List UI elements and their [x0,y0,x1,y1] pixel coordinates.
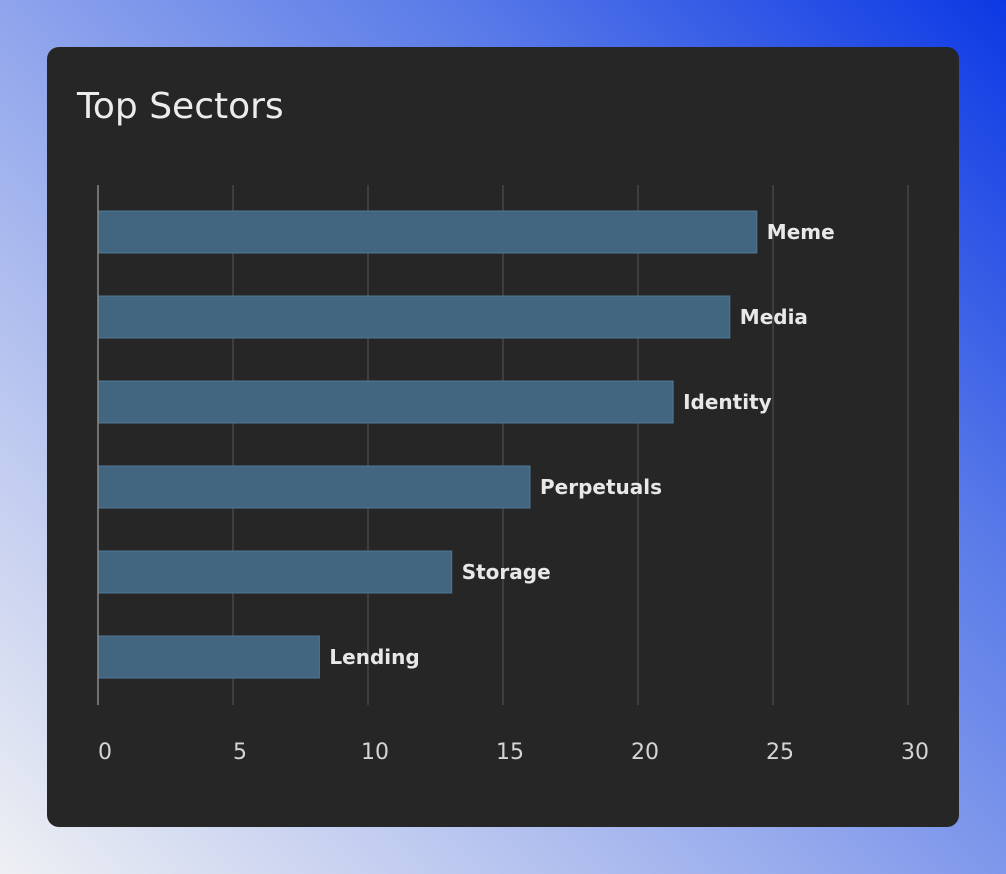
bar-label-meme: Meme [767,220,835,244]
bar-perpetuals [97,465,531,509]
bar-label-perpetuals: Perpetuals [540,475,662,499]
chart-card: Top Sectors Meme Media Identity Perpetuals S… [47,47,959,827]
x-tick-label: 20 [631,740,659,765]
x-tick-label: 15 [496,740,524,765]
x-tick-label: 0 [98,740,112,765]
bar-meme [97,210,758,254]
x-tick-label: 30 [901,740,929,765]
bar-media [97,295,731,339]
x-tick-label: 25 [766,740,794,765]
bar-lending [97,635,320,679]
bar-label-storage: Storage [462,560,551,584]
bar-label-identity: Identity [683,390,772,414]
bar-label-lending: Lending [329,645,419,669]
chart-title: Top Sectors [77,86,284,127]
bar-storage [97,550,453,594]
bar-label-media: Media [740,305,808,329]
bar-chart: Meme Media Identity Perpetuals Storage Lendin… [97,185,929,765]
x-tick-label: 10 [361,740,389,765]
bar-identity [97,380,674,424]
x-tick-label: 5 [233,740,247,765]
